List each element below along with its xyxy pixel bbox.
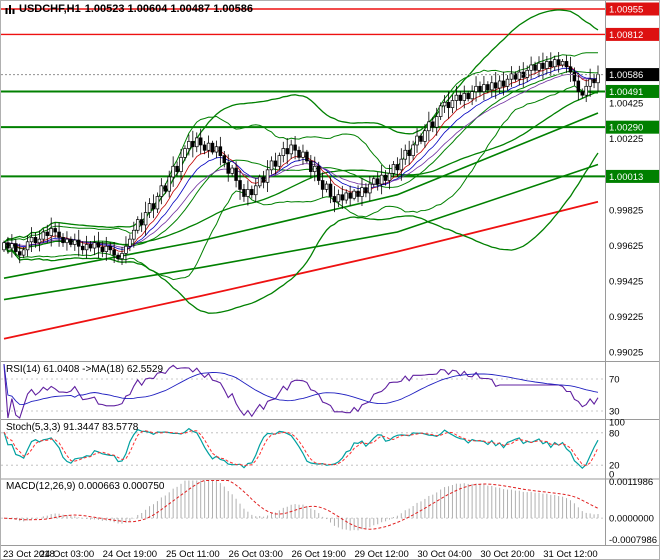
rsi-indicator-label: RSI(14) 61.0408 ->MA(18) 62.5529 [6,364,164,375]
price-marker-box [606,68,659,82]
rsi-scale-label: 30 [609,407,620,418]
time-axis-label: 24 Oct 19:00 [103,549,157,560]
price-marker-label: 1.00013 [609,172,643,183]
price-tick-label: 0.99825 [609,205,643,216]
price-marker-label: 1.00955 [609,4,643,15]
price-tick-label: 0.99425 [609,276,643,287]
stoch-scale-label: 0 [609,470,614,481]
time-axis-label: 30 Oct 20:00 [480,549,534,560]
macd-indicator-label: MACD(12,26,9) 0.000663 0.000750 [6,481,165,492]
macd-scale-label: -0.0007986 [609,535,657,546]
price-marker-label: 1.00290 [609,123,643,134]
stoch-scale-label: 20 [609,461,620,472]
price-marker-label: 1.00812 [609,30,643,41]
price-tick-label: 0.99225 [609,312,643,323]
price-marker-box [606,169,659,183]
price-tick-label: 0.99625 [609,241,643,252]
candles-layer[interactable] [2,52,600,266]
macd-scale-label: 0.0011986 [609,477,653,488]
time-axis-label: 26 Oct 19:00 [291,549,345,560]
panel-separators [1,1,659,546]
time-axis-label: 29 Oct 12:00 [354,549,408,560]
time-axis-label: 30 Oct 04:00 [417,549,471,560]
rsi-scale-label: 70 [609,375,620,386]
time-axis-label: 24 Oct 03:00 [40,549,94,560]
price-marker-box [606,2,659,16]
price-marker-box [606,120,659,134]
macd-layer [1,480,605,531]
price-marker-box [606,27,659,41]
symbol-info-header: USDCHF,H1 1.00523 1.00604 1.00487 1.0058… [5,3,253,15]
stoch-scale-label: 80 [609,428,620,439]
stoch-layer [1,427,605,470]
macd-scale-label: 0.0000000 [609,514,654,525]
price-levels-layer [1,8,605,178]
price-tick-label: 1.00425 [609,99,643,110]
rsi-layer [1,363,605,419]
time-axis-label: 31 Oct 12:00 [543,549,597,560]
bollinger-layer [3,9,599,314]
price-tick-label: 0.99025 [609,348,643,359]
time-axis-label: 25 Oct 11:00 [166,549,220,560]
price-marker-label: 1.00491 [609,87,643,98]
stoch-scale-label: 100 [609,418,625,429]
time-axis-label: 23 Oct 2018 [3,549,55,560]
price-tick-label: 1.00225 [609,134,643,145]
stoch-indicator-label: Stoch(5,3,3) 91.3447 83.5778 [6,422,139,433]
symbol-icon [5,4,15,14]
symbol-period-label: USDCHF,H1 [19,3,81,15]
time-axis-label: 26 Oct 03:00 [229,549,283,560]
price-scale[interactable]: 1.004251.002251.000250.998250.996250.994… [606,2,660,546]
price-marker-box [606,84,659,98]
ohlc-quote: 1.00523 1.00604 1.00487 1.00586 [84,3,253,15]
price-marker-label: 1.00586 [609,70,643,81]
